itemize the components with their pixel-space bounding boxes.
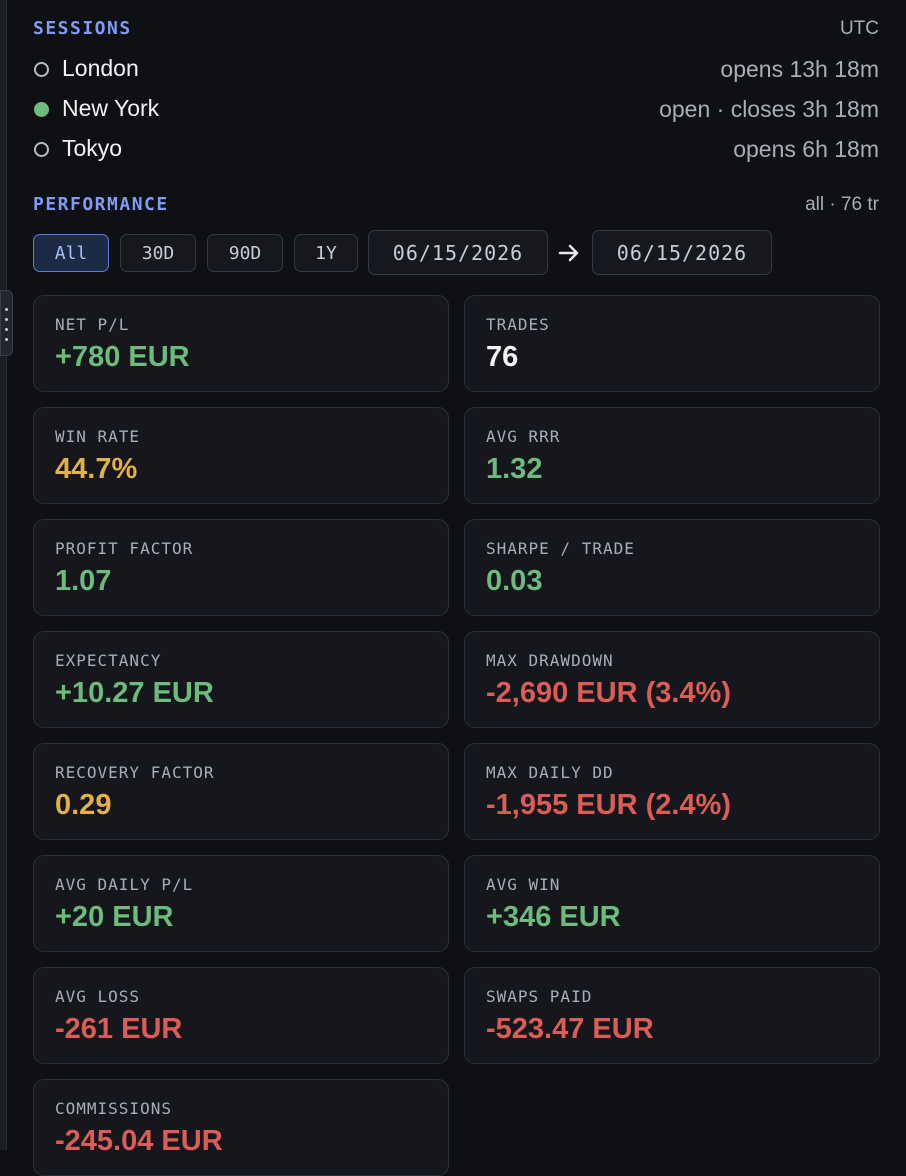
metric-card: NET P/L +780 EUR [33, 295, 449, 392]
metric-label: AVG DAILY P/L [55, 875, 194, 894]
metric-label: AVG LOSS [55, 987, 141, 1006]
metric-value: +780 EUR [55, 341, 190, 373]
date-to[interactable]: 06/15/2026 [592, 230, 772, 275]
session-status: opens 6h 18m [733, 136, 879, 162]
metric-value: +20 EUR [55, 901, 174, 933]
metric-value: 76 [486, 341, 519, 373]
metric-label: EXPECTANCY [55, 651, 162, 670]
metric-label: COMMISSIONS [55, 1099, 172, 1118]
metric-value: 0.29 [55, 789, 112, 821]
metric-card: SHARPE / TRADE 0.03 [464, 519, 880, 616]
metric-label: TRADES [486, 315, 550, 334]
performance-summary: all · 76 tr [805, 194, 879, 215]
metric-value: +10.27 EUR [55, 677, 214, 709]
session-status-dot [34, 62, 49, 77]
metric-value: +346 EUR [486, 901, 621, 933]
filter-button[interactable]: 30D [120, 234, 196, 272]
metric-card: PROFIT FACTOR 1.07 [33, 519, 449, 616]
metric-card: SWAPS PAID -523.47 EUR [464, 967, 880, 1064]
metric-label: MAX DAILY DD [486, 763, 614, 782]
session-name: London [62, 55, 139, 81]
metric-value: 1.07 [55, 565, 112, 597]
metric-value: 0.03 [486, 565, 543, 597]
filter-button[interactable]: 90D [207, 234, 283, 272]
metric-card: AVG WIN +346 EUR [464, 855, 880, 952]
metric-label: RECOVERY FACTOR [55, 763, 215, 782]
metric-value: -2,690 EUR (3.4%) [486, 677, 731, 709]
date-from[interactable]: 06/15/2026 [368, 230, 548, 275]
metric-value: -523.47 EUR [486, 1013, 654, 1045]
metric-label: AVG WIN [486, 875, 561, 894]
session-status: opens 13h 18m [720, 56, 879, 82]
metric-label: PROFIT FACTOR [55, 539, 194, 558]
metric-card: MAX DRAWDOWN -2,690 EUR (3.4%) [464, 631, 880, 728]
metric-value: -1,955 EUR (2.4%) [486, 789, 731, 821]
session-status-dot [34, 142, 49, 157]
sessions-title: SESSIONS [33, 18, 132, 39]
session-status-dot [34, 102, 49, 117]
metric-card: AVG RRR 1.32 [464, 407, 880, 504]
resize-handle[interactable] [0, 290, 13, 356]
metric-value: -245.04 EUR [55, 1125, 223, 1157]
metric-card: AVG LOSS -261 EUR [33, 967, 449, 1064]
metric-card: RECOVERY FACTOR 0.29 [33, 743, 449, 840]
metric-card: WIN RATE 44.7% [33, 407, 449, 504]
performance-title: PERFORMANCE [33, 194, 169, 215]
metric-label: AVG RRR [486, 427, 561, 446]
metric-label: MAX DRAWDOWN [486, 651, 614, 670]
metric-value: -261 EUR [55, 1013, 183, 1045]
timezone: UTC [839, 18, 879, 39]
metric-label: SHARPE / TRADE [486, 539, 635, 558]
filter-button[interactable]: All [33, 234, 109, 272]
metric-card: MAX DAILY DD -1,955 EUR (2.4%) [464, 743, 880, 840]
side-rail [0, 0, 7, 1150]
metric-card: EXPECTANCY +10.27 EUR [33, 631, 449, 728]
metric-label: SWAPS PAID [486, 987, 593, 1006]
metric-label: WIN RATE [55, 427, 141, 446]
filter-button[interactable]: 1Y [294, 234, 358, 272]
metric-card: AVG DAILY P/L +20 EUR [33, 855, 449, 952]
metric-label: NET P/L [55, 315, 130, 334]
session-name: Tokyo [62, 135, 123, 161]
metric-card: COMMISSIONS -245.04 EUR [33, 1079, 449, 1176]
session-status: open · closes 3h 18m [659, 96, 879, 122]
arrow-icon [558, 244, 579, 262]
metric-value: 44.7% [55, 453, 138, 485]
metric-value: 1.32 [486, 453, 543, 485]
metric-card: TRADES 76 [464, 295, 880, 392]
page: SESSIONS UTC PERFORMANCE all · 76 tr Lon… [0, 0, 880, 1176]
session-name: New York [62, 95, 160, 121]
